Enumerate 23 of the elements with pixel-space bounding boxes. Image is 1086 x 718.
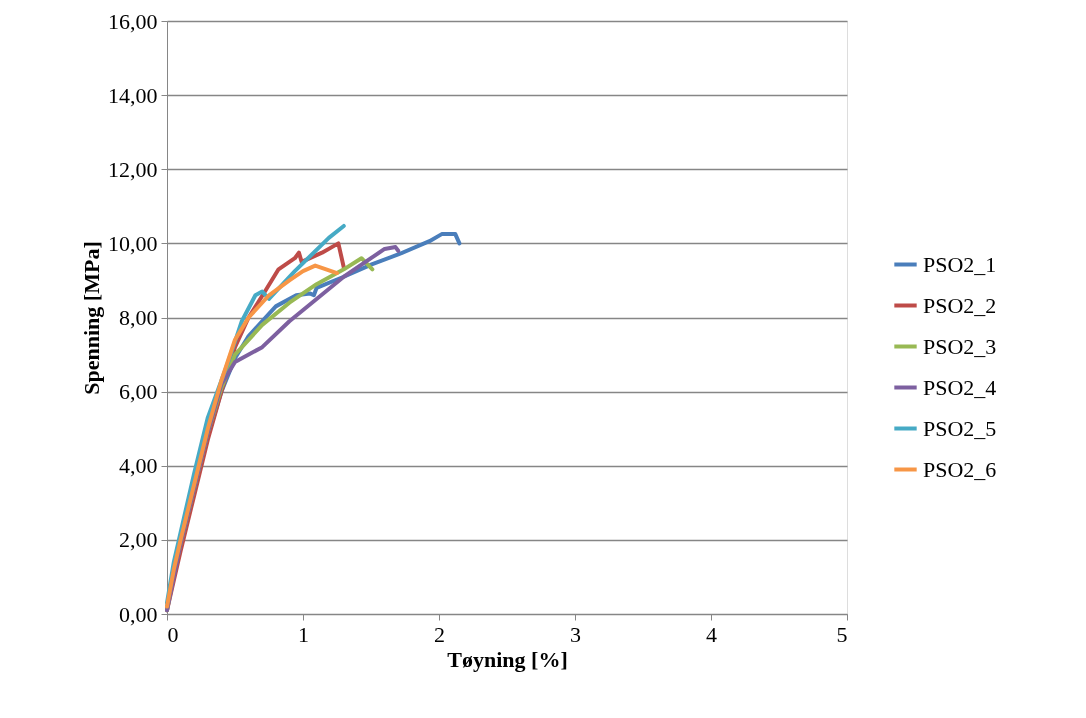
x-tick-label: 0 <box>167 621 179 647</box>
y-tick-label: 2,00 <box>119 527 158 553</box>
y-tick-label: 10,00 <box>108 230 158 256</box>
y-tick-label: 14,00 <box>108 82 158 108</box>
legend-label: PSO2_1 <box>923 251 997 277</box>
legend-label: PSO2_6 <box>923 456 997 482</box>
legend-label: PSO2_2 <box>923 292 997 318</box>
y-tick-label: 0,00 <box>119 601 158 627</box>
x-axis-title: Tøyning [%] <box>447 646 568 672</box>
x-tick-label: 5 <box>836 621 848 647</box>
y-tick-label: 12,00 <box>108 156 158 182</box>
legend-label: PSO2_4 <box>923 374 997 400</box>
legend-label: PSO2_5 <box>923 415 997 441</box>
x-tick-label: 2 <box>434 621 445 647</box>
y-tick-label: 16,00 <box>108 8 158 34</box>
y-axis-title: Spenning [MPa] <box>79 241 104 395</box>
y-tick-label: 8,00 <box>119 305 158 330</box>
y-tick-label: 6,00 <box>119 379 158 405</box>
x-tick-label: 1 <box>298 621 309 647</box>
legend-label: PSO2_3 <box>923 333 997 359</box>
y-tick-label: 4,00 <box>119 453 158 479</box>
x-tick-label: 3 <box>570 621 581 647</box>
x-tick-label: 4 <box>706 621 717 647</box>
